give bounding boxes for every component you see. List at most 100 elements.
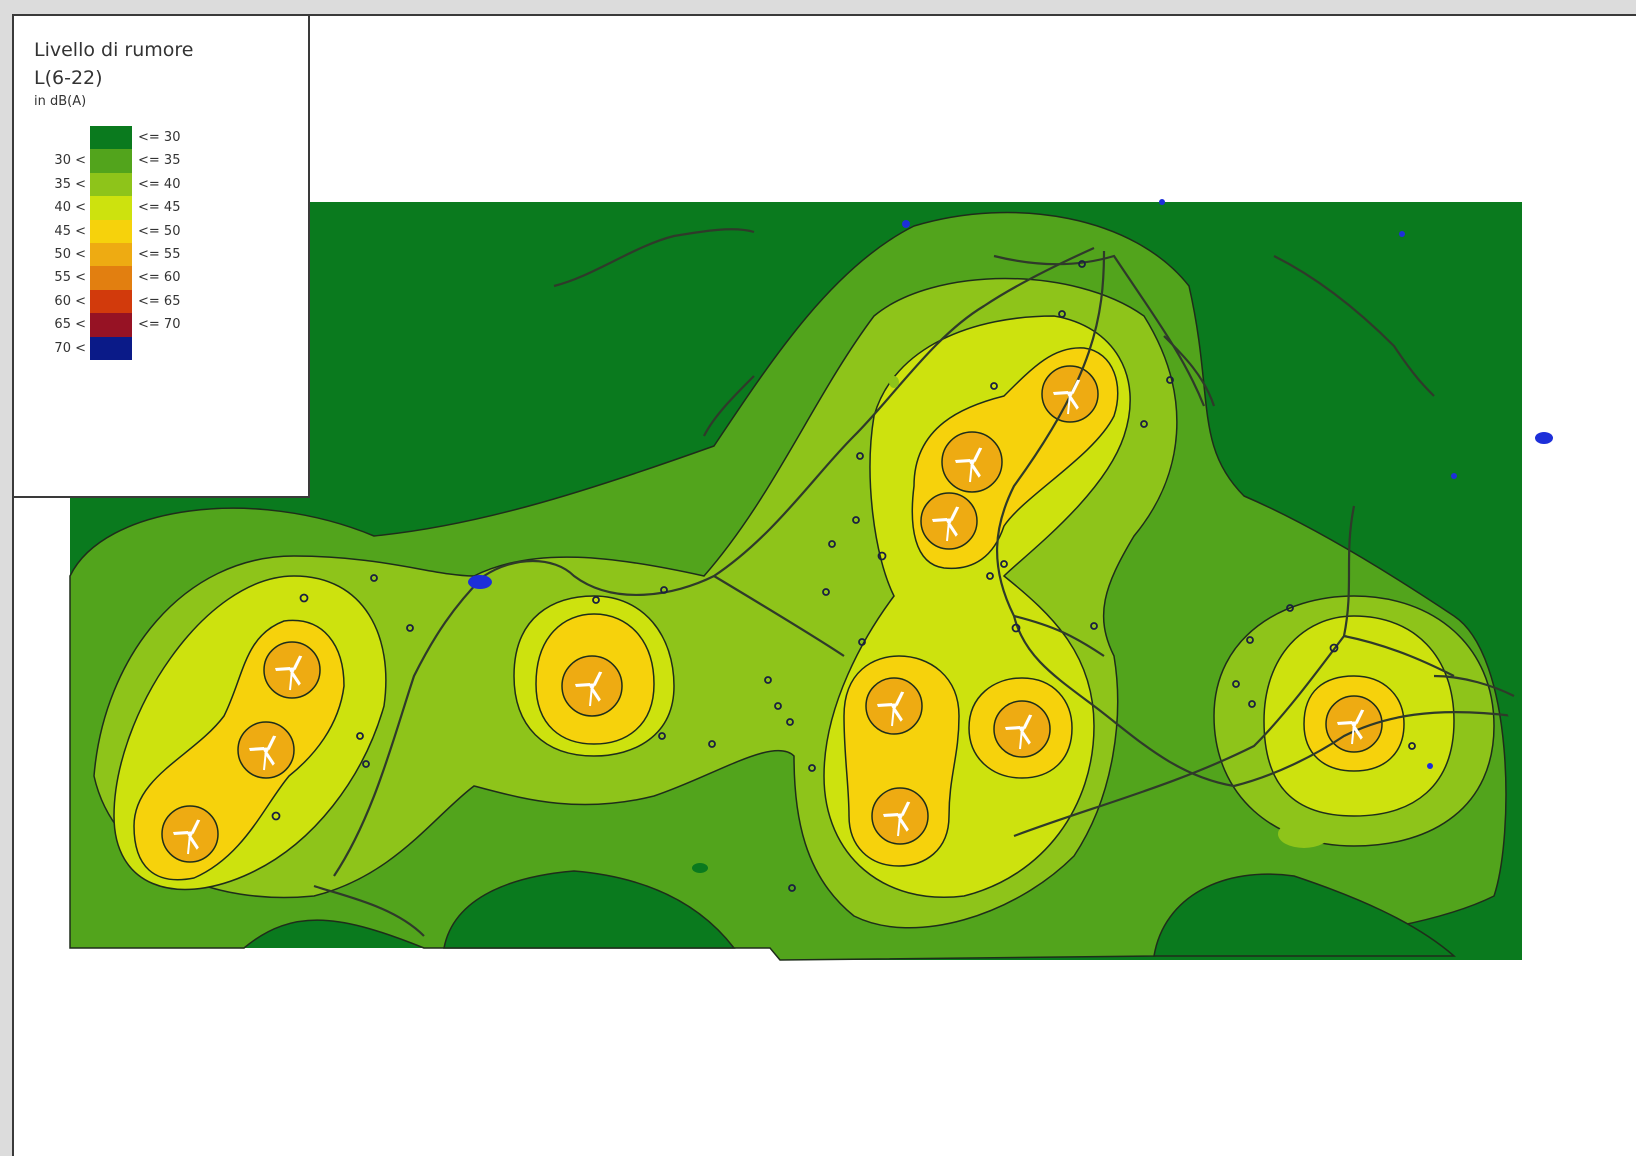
legend-unit: in dB(A) — [34, 94, 87, 109]
wind-turbine-icon — [275, 655, 303, 691]
receptor-point — [1286, 604, 1294, 612]
wind-turbine-icon — [1337, 709, 1365, 745]
legend-class: 55 < <= 60 — [34, 266, 294, 290]
wind-turbine-icon — [575, 671, 603, 707]
legend-class: 30 < <= 35 — [34, 149, 294, 173]
patch — [1278, 820, 1330, 848]
legend-upper-bound: <= 65 — [138, 293, 181, 309]
receptor-point — [658, 732, 666, 740]
receptor-point — [852, 516, 860, 524]
legend-lower-bound: 45 < — [54, 223, 86, 239]
legend-class: 65 < <= 70 — [34, 313, 294, 337]
legend-swatch — [90, 289, 132, 314]
legend-upper-bound: <= 55 — [138, 246, 181, 262]
receptor-point — [708, 740, 716, 748]
road — [713, 575, 845, 657]
legend-lower-bound: 35 < — [54, 176, 86, 192]
receptor-point — [788, 884, 796, 892]
receptor-point — [828, 540, 836, 548]
legend-lower-bound: 55 < — [54, 270, 86, 286]
road — [1433, 674, 1515, 697]
legend-class: 45 < <= 50 — [34, 219, 294, 243]
road — [703, 375, 755, 437]
legend-class: 70 < — [34, 336, 294, 360]
wind-turbine-icon — [1053, 379, 1081, 415]
road — [1273, 255, 1435, 397]
wind-turbines — [173, 379, 1365, 855]
receptor-buildings — [271, 260, 1416, 892]
receptor-point — [356, 732, 364, 740]
receptor-point — [1166, 376, 1174, 384]
legend-upper-bound: <= 40 — [138, 176, 181, 192]
roads — [313, 228, 1515, 937]
legend-lower-bound: 70 < — [54, 340, 86, 356]
receptor-point — [1246, 636, 1254, 644]
receptor-point — [856, 452, 864, 460]
legend-upper-bound: <= 30 — [138, 130, 181, 145]
legend-title: Livello di rumore — [34, 39, 194, 61]
road — [1343, 634, 1455, 677]
legend-lower-bound: 30 < — [54, 153, 86, 169]
water-bodies — [468, 199, 1553, 769]
water-body — [1399, 231, 1405, 237]
receptor-point — [1090, 622, 1098, 630]
road — [993, 254, 1206, 407]
legend-lower-bound: 40 < — [54, 200, 86, 216]
legend-upper-bound: <= 35 — [138, 153, 181, 169]
legend-swatch — [90, 313, 132, 337]
patch — [692, 863, 708, 873]
legend-upper-bound: <= 60 — [138, 270, 181, 286]
receptor-point — [660, 586, 668, 594]
legend-swatch — [90, 126, 132, 150]
receptor-point — [786, 718, 794, 726]
noise-map[interactable] — [14, 16, 1636, 1156]
water-body — [902, 220, 910, 228]
wind-turbine-icon — [877, 691, 905, 727]
receptor-point — [1011, 623, 1021, 633]
legend-class: 50 < <= 55 — [34, 242, 294, 267]
legend-lower-bound: 50 < — [54, 246, 86, 262]
legend-class: 35 < <= 40 — [34, 172, 294, 197]
legend-upper-bound: <= 45 — [138, 200, 181, 216]
legend-lower-bound: 60 < — [54, 293, 86, 309]
receptor-point — [362, 760, 370, 768]
receptor-point — [1408, 742, 1416, 750]
receptor-point — [370, 574, 378, 582]
legend-class: 40 < <= 45 — [34, 196, 294, 220]
water-body — [1159, 199, 1165, 205]
receptor-point — [271, 811, 281, 821]
water-body — [1535, 432, 1553, 444]
receptor-point — [1000, 560, 1008, 568]
wind-turbine-icon — [955, 447, 983, 483]
legend-class: <= 30 — [34, 126, 294, 150]
receptor-point — [1140, 420, 1148, 428]
receptor-point — [592, 596, 600, 604]
wind-turbine-icon — [1005, 714, 1033, 750]
water-body — [1451, 473, 1457, 479]
receptor-point — [774, 702, 782, 710]
road — [313, 884, 425, 937]
wind-turbine-icon — [932, 506, 960, 542]
legend-swatch — [90, 219, 132, 243]
road — [1163, 335, 1216, 407]
map-sheet: Livello di rumore L(6-22) in dB(A) <= 30… — [12, 14, 1636, 1156]
receptor-point — [990, 382, 998, 390]
receptor-point — [822, 588, 830, 596]
receptor-point — [877, 551, 887, 561]
receptor-point — [986, 572, 994, 580]
wind-turbine-icon — [883, 801, 911, 837]
receptor-point — [406, 624, 414, 632]
road — [553, 228, 755, 288]
legend-classes: <= 30 30 < <= 35 35 < <= 40 40 < <= 45 — [34, 126, 294, 360]
legend-subtitle: L(6-22) — [34, 67, 103, 89]
legend-swatch — [90, 266, 132, 290]
water-body — [1427, 763, 1433, 769]
patch — [716, 754, 728, 766]
receptor-point — [299, 593, 309, 603]
legend-panel: Livello di rumore L(6-22) in dB(A) <= 30… — [14, 16, 310, 498]
legend-class: 60 < <= 65 — [34, 289, 294, 314]
receptor-point — [1058, 310, 1066, 318]
legend-upper-bound: <= 50 — [138, 223, 181, 239]
receptor-point — [858, 638, 866, 646]
